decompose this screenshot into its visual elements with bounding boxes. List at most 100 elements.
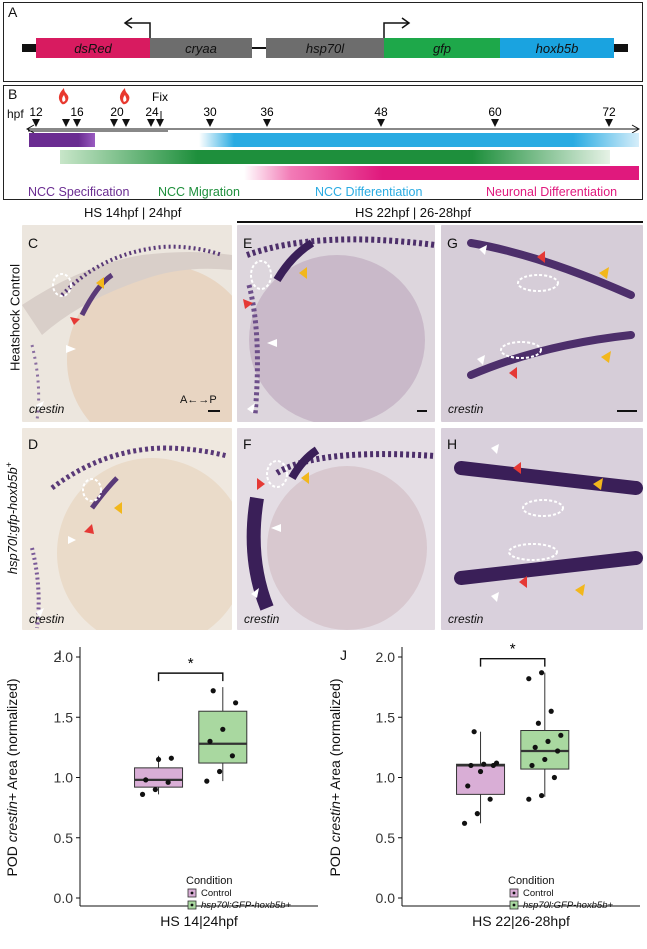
photo-c-stain: crestin: [29, 402, 65, 416]
y-tick-label: 0.0: [54, 890, 74, 906]
y-tick-label: 1.5: [54, 709, 74, 725]
tick-48: 48: [374, 105, 388, 119]
data-point: [217, 768, 223, 775]
legend-label: hsp70l:GFP-hoxb5b+: [201, 900, 291, 911]
chart-i-svg: 0.0 0.5 1.0 1.5 2.0 POD crestin+ Area (normal…: [4, 647, 318, 929]
construct-end-left: [22, 44, 36, 52]
panel-a-letter: A: [8, 4, 18, 20]
data-point: [474, 811, 480, 817]
tick-24: 24: [145, 105, 159, 119]
chart-i: I 0.0 0.5 1.0 1.5 2.0 POD crestin+ Area (norm…: [0, 635, 323, 949]
data-point: [139, 791, 146, 797]
gene-label-hoxb5b: hoxb5b: [536, 41, 579, 56]
y-axis-label: POD crestin+ Area (normalized): [327, 678, 343, 876]
x-axis-label: HS 14|24hpf: [160, 913, 238, 929]
data-point: [526, 676, 532, 682]
segment-hoxb5b: [500, 38, 614, 58]
row-label-control: Heatshock Control: [7, 264, 23, 371]
tick-16: 16: [70, 105, 84, 119]
y-tick-label: 0.5: [54, 830, 74, 846]
phase-label-neuronal: Neuronal Differentiation: [486, 185, 617, 199]
legend-swatch-dot: [512, 903, 516, 907]
data-point: [481, 761, 487, 767]
phase-bar-migration: [60, 150, 610, 164]
photo-d-letter: D: [28, 436, 39, 452]
legend-label: Control: [523, 888, 554, 899]
segment-cryaa: [150, 38, 252, 58]
tick-36: 36: [260, 105, 274, 119]
scale-bar-c: [208, 410, 220, 412]
data-point: [143, 777, 149, 783]
data-point: [461, 820, 468, 826]
photo-f: F crestin: [237, 428, 435, 630]
data-point: [551, 774, 557, 781]
data-point: [555, 748, 561, 754]
y-axis-label: POD crestin+ Area (normalized): [4, 678, 20, 876]
data-point: [539, 792, 545, 799]
header-left: HS 14hpf | 24hpf: [84, 205, 182, 220]
photo-g-stain: crestin: [448, 402, 484, 416]
y-tick-label: 0.5: [376, 830, 396, 846]
data-point: [152, 786, 158, 793]
legend-swatch-dot: [190, 903, 194, 907]
y-tick-label: 0.0: [376, 890, 396, 906]
photo-g-letter: G: [447, 235, 458, 251]
phase-bar-differentiation: [199, 133, 639, 147]
photo-e: E: [237, 225, 435, 422]
box-control: [134, 767, 184, 788]
heatshock-flame-icon-2: [119, 88, 130, 105]
panel-b: B hpf 12 16 20 24 30 36 48 60 72 Fix: [3, 85, 643, 200]
legend-label: Control: [201, 888, 232, 899]
legend-swatch-dot: [190, 891, 194, 895]
phase-label-differentiation: NCC Differentiation: [315, 185, 423, 199]
legend-swatch-dot: [512, 891, 516, 895]
gene-label-dsred: dsRed: [74, 41, 112, 56]
data-point: [210, 688, 216, 694]
photo-c: C crestin A←→P: [22, 225, 232, 422]
legend-title: Condition: [508, 875, 554, 887]
phase-label-specification: NCC Specification: [28, 185, 129, 199]
data-point: [526, 796, 532, 802]
data-point: [468, 762, 474, 769]
photo-c-axis: A←→P: [180, 394, 217, 406]
phase-bar-specification: [29, 133, 95, 147]
data-point: [558, 732, 564, 738]
data-point: [477, 768, 484, 775]
tick-12: 12: [29, 105, 43, 119]
data-point: [545, 738, 551, 744]
data-point: [539, 670, 545, 676]
chart-j-svg: 0.0 0.5 1.0 1.5 2.0 POD crestin+ Area (normal…: [327, 641, 640, 929]
box-control: [456, 763, 506, 795]
gene-label-gfp: gfp: [433, 41, 451, 56]
panel-a: A dsRed cryaa hsp70l gfp hoxb5b: [3, 2, 643, 82]
y-tick-label: 1.5: [376, 709, 396, 725]
promoter-arrow-left: [126, 22, 151, 38]
data-point: [465, 783, 471, 789]
data-point: [155, 756, 162, 763]
data-point: [207, 738, 213, 744]
x-axis-label: HS 22|26-28hpf: [472, 913, 570, 929]
y-tick-label: 2.0: [376, 649, 396, 665]
photo-h-stain: crestin: [448, 612, 484, 626]
segment-dsred: [36, 38, 150, 58]
photo-f-letter: F: [243, 436, 252, 452]
data-point: [532, 744, 538, 750]
data-point: [220, 726, 226, 732]
data-point: [542, 756, 548, 763]
phase-label-migration: NCC Migration: [158, 185, 240, 199]
data-point: [529, 762, 535, 769]
scale-bar-e: [417, 410, 427, 412]
phase-bar-neuronal: [244, 166, 639, 180]
data-point: [535, 720, 541, 726]
header-right-rule: [237, 221, 643, 223]
photo-f-stain: crestin: [244, 612, 280, 626]
panel-b-letter: B: [8, 86, 18, 102]
tick-72: 72: [602, 105, 616, 119]
y-tick-label: 1.0: [54, 770, 74, 786]
photo-h-letter: H: [447, 436, 458, 452]
chart-i-letter: I: [58, 647, 62, 663]
tick-60: 60: [488, 105, 502, 119]
legend-title: Condition: [186, 875, 232, 887]
significance-star: *: [188, 655, 194, 672]
row-label-transgenic-sup: +: [3, 462, 14, 468]
